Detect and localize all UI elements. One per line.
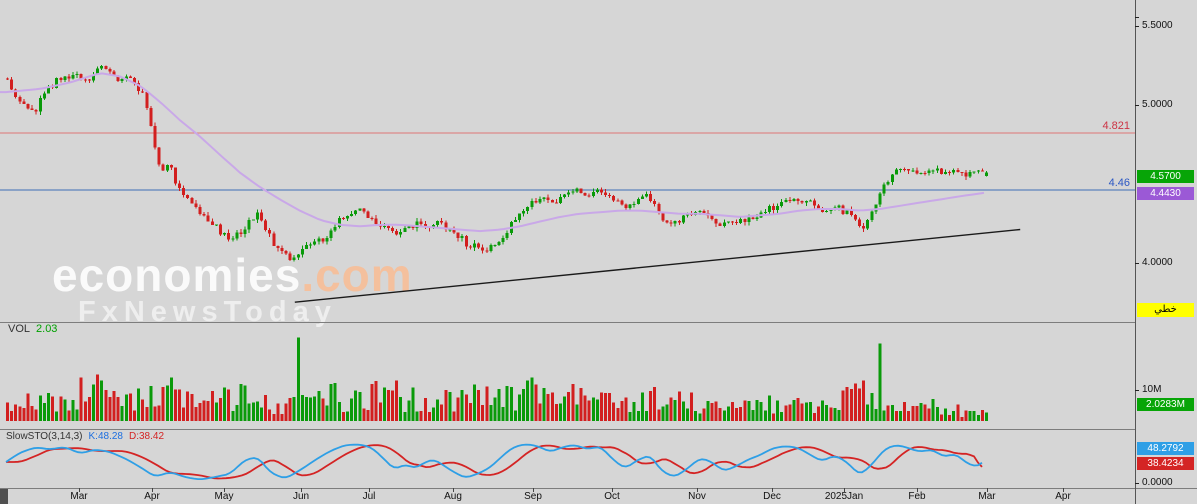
x-axis-month-label: Dec xyxy=(763,491,781,502)
x-axis-month-label: Aug xyxy=(444,491,462,502)
sto-axis-tick-label: 0.0000 xyxy=(1142,477,1173,488)
x-axis-tick-mark xyxy=(987,488,988,492)
sto-d-value-label: D:38.42 xyxy=(129,431,165,442)
x-axis-tick-mark xyxy=(369,488,370,492)
volume-pane-title: VOL xyxy=(8,323,31,335)
scale-type-badge[interactable]: خطي xyxy=(1137,303,1194,317)
x-axis-month-label: 2025Jan xyxy=(824,491,864,502)
price-axis-tick-label: 5.0000 xyxy=(1142,99,1173,110)
x-axis-month-label: Jul xyxy=(362,491,376,502)
right-axis-border xyxy=(1135,0,1136,504)
x-axis-separator xyxy=(0,488,1197,489)
corner-box xyxy=(0,489,8,504)
x-axis-tick-mark xyxy=(533,488,534,492)
pane-separator-price-volume xyxy=(0,322,1135,323)
x-axis-tick-mark xyxy=(79,488,80,492)
volume-pane-value: 2.03 xyxy=(36,323,58,335)
x-axis-month-label: Jun xyxy=(292,491,310,502)
watermark-brand-name: economies xyxy=(52,249,302,301)
x-axis-month-label: Feb xyxy=(908,491,926,502)
x-axis[interactable]: Mar Apr May Jun Jul Aug Sep Oct Nov Dec 2025Jan Feb… xyxy=(0,488,1135,504)
x-axis-month-label: Nov xyxy=(688,491,706,502)
x-axis-month-label: May xyxy=(214,491,234,502)
axis-tick-mark xyxy=(1135,483,1139,484)
pane-separator-volume-sto xyxy=(0,429,1135,430)
price-axis-tick-label: 4.0000 xyxy=(1142,257,1173,268)
x-axis-tick-mark xyxy=(612,488,613,492)
x-axis-month-label: Sep xyxy=(524,491,542,502)
x-axis-tick-mark xyxy=(453,488,454,492)
axis-tick-mark xyxy=(1135,390,1139,391)
axis-tick-mark xyxy=(1135,105,1139,106)
ma-value-badge: 4.4430 xyxy=(1137,187,1194,200)
x-axis-month-label: Apr xyxy=(1055,491,1071,502)
volume-axis-tick-label: 10M xyxy=(1142,384,1162,395)
x-axis-tick-mark xyxy=(224,488,225,492)
x-axis-month-label: Oct xyxy=(604,491,620,502)
axis-tick-mark xyxy=(1135,263,1139,264)
axis-tick-mark xyxy=(1135,17,1139,18)
support-level-label: 4.46 xyxy=(1108,177,1130,189)
x-axis-tick-mark xyxy=(917,488,918,492)
volume-badge: 2.0283M xyxy=(1137,398,1194,411)
watermark-brand: economies.com xyxy=(52,248,413,302)
x-axis-tick-mark xyxy=(1063,488,1064,492)
price-axis-tick-label: 5.5000 xyxy=(1142,20,1173,31)
sto-d-badge: 38.4234 xyxy=(1137,457,1194,470)
x-axis-tick-mark xyxy=(301,488,302,492)
x-axis-tick-mark xyxy=(772,488,773,492)
x-axis-month-label: Apr xyxy=(144,491,160,502)
x-axis-tick-mark xyxy=(697,488,698,492)
sto-pane-title: SlowSTO(3,14,3) xyxy=(6,431,83,442)
last-price-badge: 4.5700 xyxy=(1137,170,1194,183)
volume-pane-label: VOL 2.03 xyxy=(8,323,63,335)
sto-k-badge: 48.2792 xyxy=(1137,442,1194,455)
sto-pane-label: SlowSTO(3,14,3) K:48.28 D:38.42 xyxy=(6,431,170,442)
x-axis-tick-mark xyxy=(152,488,153,492)
sto-k-value-label: K:48.28 xyxy=(88,431,123,442)
x-axis-tick-mark xyxy=(844,488,845,492)
axis-tick-mark xyxy=(1135,26,1139,27)
x-axis-month-label: Mar xyxy=(70,491,88,502)
x-axis-month-label: Mar xyxy=(978,491,996,502)
right-axis[interactable]: 5.5000 5.0000 4.0000 10M 0.0000 xyxy=(1135,0,1197,504)
resistance-level-label: 4.821 xyxy=(1102,120,1130,132)
